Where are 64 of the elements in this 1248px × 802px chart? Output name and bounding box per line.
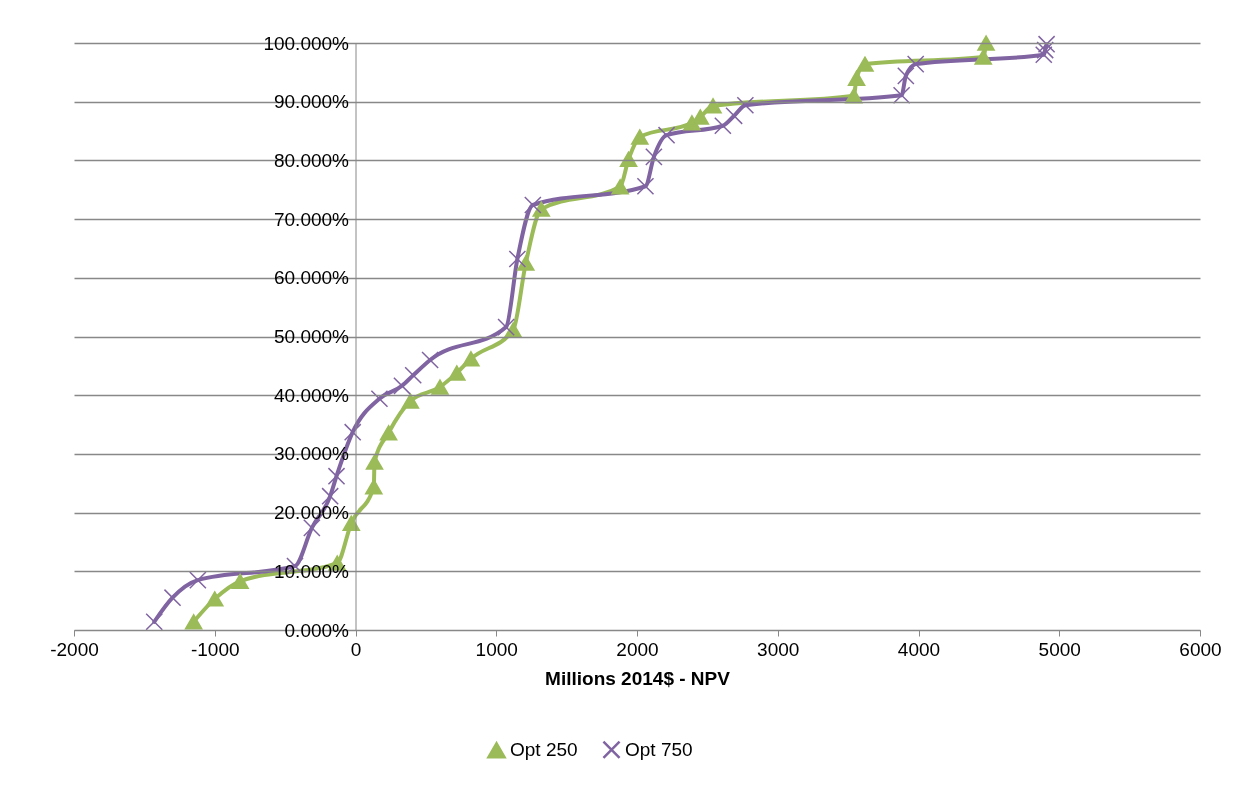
legend-label: Opt 750 bbox=[625, 738, 693, 760]
point bbox=[517, 255, 535, 271]
y-tick-label: 50.000% bbox=[273, 326, 350, 347]
point bbox=[508, 250, 527, 268]
y-tick-label: 80.000% bbox=[273, 149, 350, 171]
y-tick-label: 90.000% bbox=[273, 91, 350, 113]
point bbox=[327, 467, 346, 486]
point bbox=[631, 129, 649, 145]
point bbox=[906, 55, 925, 73]
point bbox=[189, 571, 207, 589]
y-tick-label: 60.000% bbox=[273, 267, 350, 289]
point bbox=[365, 454, 384, 470]
point bbox=[856, 56, 874, 72]
point bbox=[370, 389, 389, 408]
point bbox=[145, 612, 164, 631]
point bbox=[497, 318, 515, 336]
point bbox=[636, 177, 655, 196]
x-tick-label: 0 bbox=[350, 638, 362, 660]
y-tick-label: 40.000% bbox=[273, 384, 350, 406]
x-tick-label: -2000 bbox=[50, 638, 99, 660]
point bbox=[892, 86, 911, 105]
point bbox=[462, 351, 480, 367]
y-tick-label: 70.000% bbox=[273, 208, 350, 230]
point bbox=[736, 96, 755, 115]
point bbox=[321, 487, 339, 505]
x-tick-label: -1000 bbox=[190, 638, 240, 660]
x-tick-label: 4000 bbox=[897, 638, 941, 660]
point bbox=[401, 393, 420, 409]
point bbox=[714, 116, 732, 135]
point bbox=[431, 379, 449, 395]
point bbox=[844, 88, 863, 104]
point bbox=[611, 179, 629, 195]
point bbox=[205, 591, 224, 607]
point bbox=[704, 98, 722, 114]
point bbox=[1036, 41, 1054, 59]
point bbox=[1034, 45, 1053, 64]
point bbox=[184, 614, 203, 630]
point bbox=[303, 519, 321, 537]
point bbox=[231, 573, 249, 590]
x-axis-title: Millions 2014$ - NPV bbox=[545, 667, 731, 689]
x-tick-label: 3000 bbox=[757, 638, 800, 660]
point bbox=[343, 423, 362, 441]
legend-label: Opt 250 bbox=[510, 739, 578, 761]
point bbox=[974, 49, 993, 65]
point bbox=[657, 126, 676, 144]
point bbox=[393, 377, 411, 395]
point bbox=[524, 196, 542, 214]
x-tick-label: 2000 bbox=[616, 638, 659, 660]
point bbox=[645, 148, 663, 166]
x-tick-label: 5000 bbox=[1038, 638, 1081, 660]
point bbox=[448, 365, 466, 381]
point bbox=[532, 201, 551, 217]
point bbox=[1037, 35, 1056, 53]
point bbox=[619, 151, 638, 167]
y-tick-label: 10.000% bbox=[273, 560, 350, 582]
x-tick-label: 1000 bbox=[475, 638, 518, 660]
point bbox=[364, 479, 383, 495]
x-tick-label: 6000 bbox=[1179, 638, 1222, 660]
y-tick-label: 0.000% bbox=[284, 619, 350, 641]
point bbox=[847, 70, 866, 86]
y-tick-label: 100.000% bbox=[263, 32, 350, 54]
point bbox=[379, 425, 398, 441]
point bbox=[897, 67, 915, 85]
point bbox=[977, 35, 995, 51]
